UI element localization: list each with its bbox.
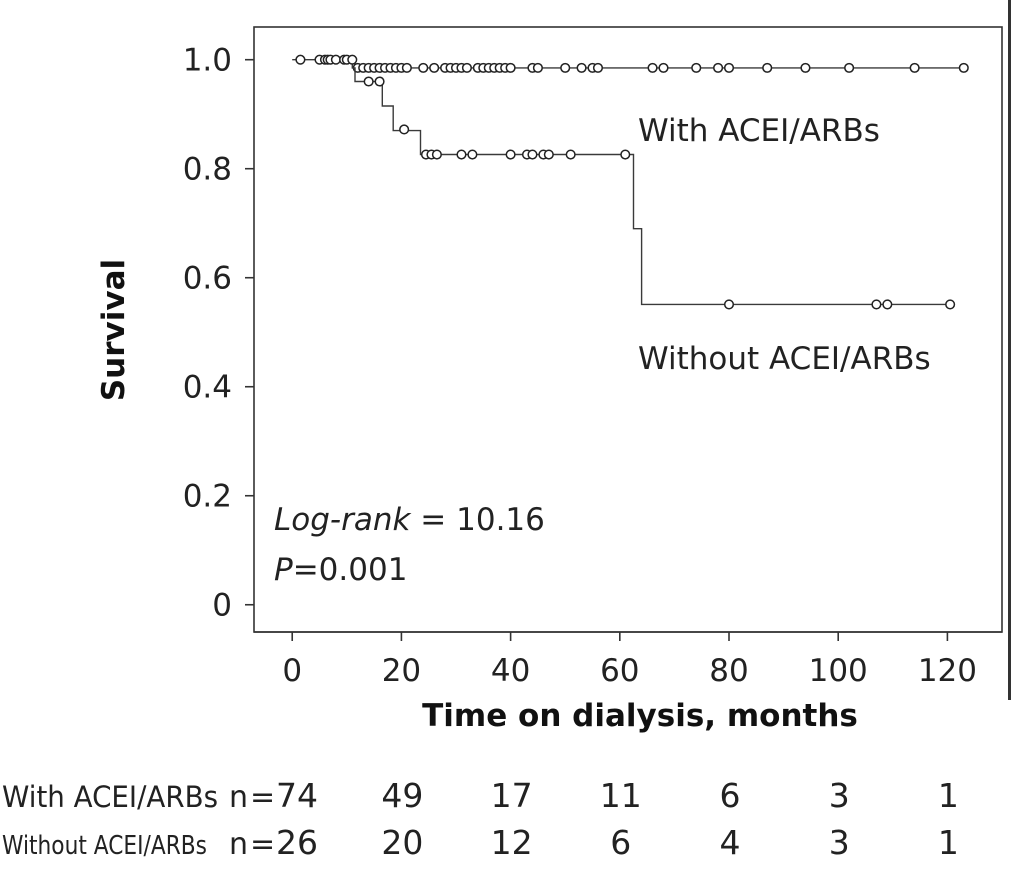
censor-marker [909,62,920,73]
censor-marker [543,149,554,160]
x-tick-label: 60 [600,653,639,689]
censor-marker [945,299,956,310]
p-value-annotation: P=0.001 [274,552,407,588]
censor-marker [401,62,412,73]
risk-row-label: Without ACEI/ARBs [2,831,207,861]
risk-value: 6 [610,823,631,862]
censor-marker [560,62,571,73]
y-tick-label: 0.6 [183,261,232,297]
y-axis: 0 0.2 0.4 0.6 0.8 1.0 Survival [96,43,254,624]
censor-marker [456,149,467,160]
censor-marker [330,54,341,65]
censor-marker [620,149,631,160]
y-tick-label: 0.2 [183,479,232,515]
x-axis-ticks: 0 20 40 60 80 100 120 [282,632,977,689]
p-value: =0.001 [293,552,408,588]
censor-marker [647,62,658,73]
logrank-value: = 10.16 [410,502,544,538]
p-label: P [274,552,293,588]
risk-row-eq: = [250,780,275,815]
censor-marker [429,62,440,73]
x-tick-label: 0 [282,653,302,689]
censor-marker [713,62,724,73]
censor-marker [762,62,773,73]
series-without-acei [352,67,956,310]
risk-value: 1 [938,776,959,815]
risk-row-n: n [229,780,248,815]
censor-marker [418,62,429,73]
risk-value: 26 [276,823,318,862]
censor-marker [800,62,811,73]
risk-row-label: With ACEI/ARBs [2,780,218,814]
censor-marker [295,54,306,65]
x-tick-label: 20 [382,653,421,689]
censor-marker [505,62,516,73]
y-tick-label: 0.8 [183,152,232,188]
risk-value: 20 [381,823,423,862]
risk-value: 3 [829,776,850,815]
censor-marker [505,149,516,160]
censor-marker [958,62,969,73]
risk-value: 74 [276,776,318,815]
risk-value: 1 [938,823,959,862]
x-tick-label: 120 [918,653,977,689]
y-tick-label: 0 [212,588,232,624]
risk-row-with: With ACEI/ARBs n = 74 49 17 11 6 3 1 [2,776,959,815]
censor-marker [723,299,735,310]
x-tick-label: 100 [809,653,868,689]
risk-value: 4 [720,823,741,862]
risk-row-without: Without ACEI/ARBs n = 26 20 12 6 4 3 1 [2,823,959,862]
censor-marker [431,149,442,160]
risk-row-eq: = [250,827,275,862]
x-axis: 0 20 40 60 80 100 120 Time on dialysis, months [254,631,1002,734]
page-right-edge-line [1008,0,1011,700]
censor-marker [374,76,385,87]
censor-marker [658,62,669,73]
censor-marker [461,62,472,73]
censor-marker [527,149,538,160]
censor-marker [532,62,543,73]
censor-marker [691,62,702,73]
series-label-with: With ACEI/ARBs [638,113,880,149]
x-tick-label: 80 [709,653,748,689]
risk-row-values: 26 20 12 6 4 3 1 [276,823,959,862]
survival-step-line [352,67,953,306]
censor-marker [723,62,735,73]
y-axis-title: Survival [96,259,132,401]
risk-value: 49 [381,776,423,815]
censor-marker [363,76,374,87]
series-layer [292,54,969,310]
x-axis-title: Time on dialysis, months [422,698,858,734]
logrank-label: Log-rank [274,502,411,538]
logrank-annotation: Log-rank = 10.16 [274,502,545,538]
risk-table: With ACEI/ARBs n = 74 49 17 11 6 3 1 Without A… [2,776,959,862]
censor-marker [399,124,410,135]
risk-value: 12 [491,823,533,862]
series-with-acei [292,54,969,73]
risk-row-n: n [229,827,248,862]
censor-marker [467,149,478,160]
censor-marker [882,299,893,310]
censor-marker [565,149,576,160]
censor-marker [576,62,587,73]
censor-marker [844,62,855,73]
x-tick-label: 40 [491,653,530,689]
y-tick-label: 1.0 [183,43,232,79]
risk-value: 17 [491,776,533,815]
series-label-without: Without ACEI/ARBs [638,341,931,377]
censor-marker [592,62,604,73]
risk-row-values: 74 49 17 11 6 3 1 [276,776,959,815]
risk-value: 11 [600,776,642,815]
y-axis-ticks: 0 0.2 0.4 0.6 0.8 1.0 [183,43,254,624]
y-tick-label: 0.4 [183,370,232,406]
risk-value: 6 [720,776,741,815]
censor-marker [347,54,358,65]
risk-value: 3 [829,823,850,862]
plot-frame [253,26,1003,633]
censor-marker [871,299,882,310]
